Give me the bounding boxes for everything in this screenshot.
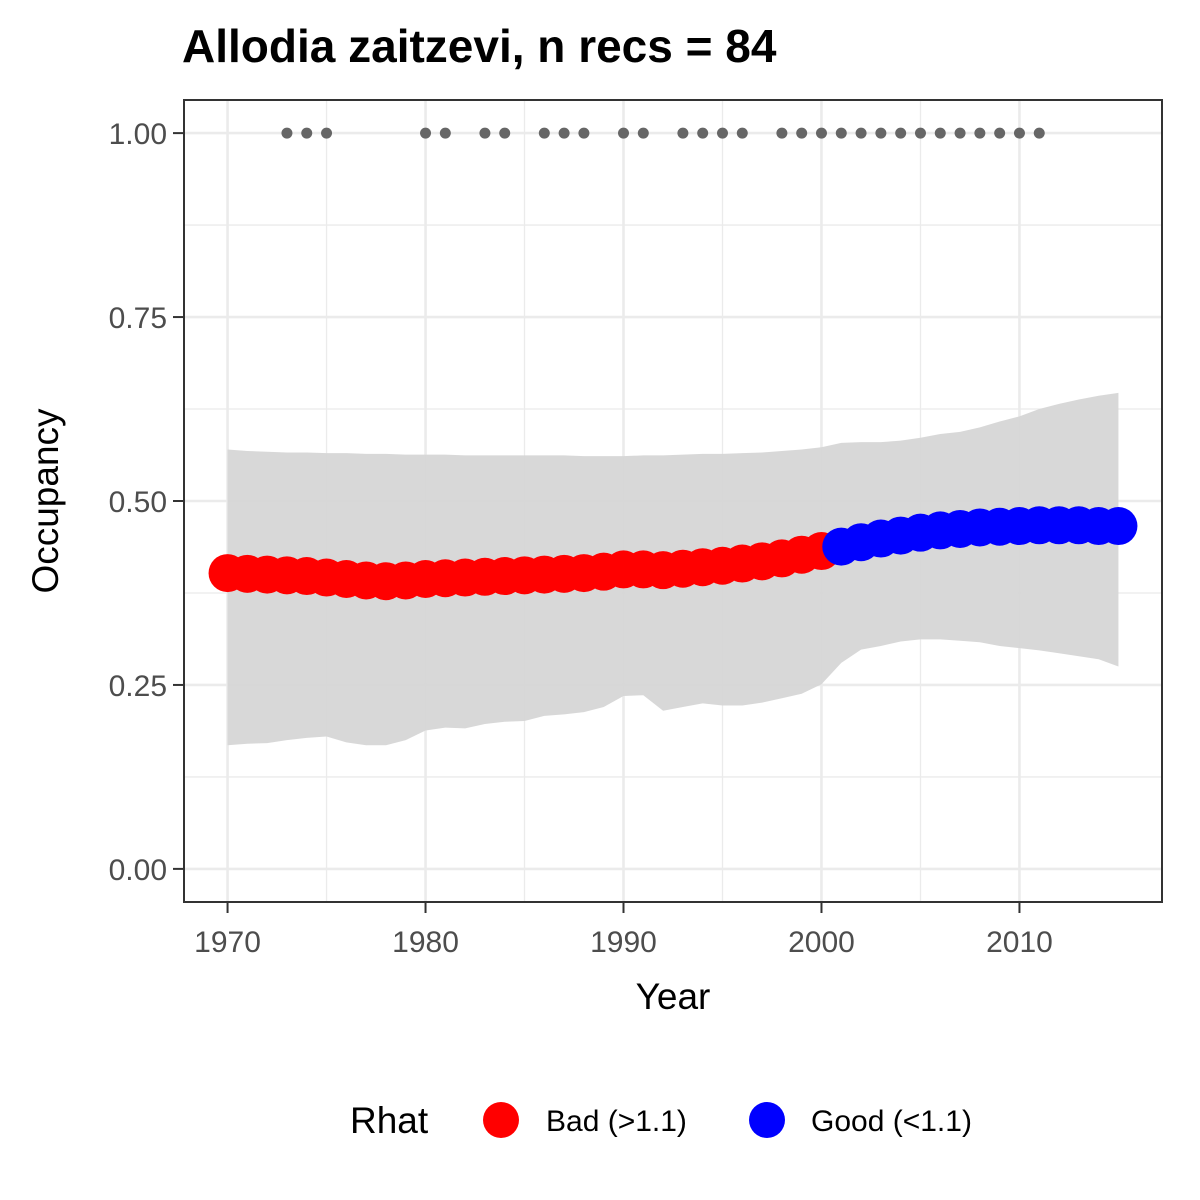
legend-label-bad: Bad (>1.1)	[546, 1105, 687, 1138]
record-point	[578, 127, 590, 139]
occupancy-point	[1099, 507, 1138, 546]
x-tick-label: 2000	[788, 926, 855, 959]
record-point	[499, 127, 511, 139]
record-point	[677, 127, 689, 139]
record-point	[895, 127, 907, 139]
record-point	[439, 127, 451, 139]
record-point	[538, 127, 550, 139]
record-point	[994, 127, 1006, 139]
record-point	[637, 127, 649, 139]
x-axis-title: Year	[636, 976, 711, 1017]
record-point	[835, 127, 847, 139]
record-point	[697, 127, 709, 139]
record-point	[855, 127, 867, 139]
record-point	[716, 127, 728, 139]
x-tick-label: 2010	[986, 926, 1053, 959]
record-point	[914, 127, 926, 139]
y-axis-title: Occupancy	[25, 408, 66, 594]
x-axis: 1970 1980 1990 2000 2010	[194, 902, 1053, 959]
record-point	[736, 127, 748, 139]
record-point	[954, 127, 966, 139]
plot-panel	[183, 99, 1163, 903]
record-point	[796, 127, 808, 139]
y-tick-label: 0.25	[109, 670, 167, 703]
y-axis: 0.00 0.25 0.50 0.75 1.00	[109, 118, 184, 887]
record-point	[420, 127, 432, 139]
x-tick-label: 1970	[194, 926, 261, 959]
record-point	[974, 127, 986, 139]
record-point	[321, 127, 333, 139]
record-point	[776, 127, 788, 139]
occupancy-points	[208, 506, 1138, 601]
y-tick-label: 0.50	[109, 486, 167, 519]
legend-key-good	[749, 1102, 785, 1138]
record-point	[1033, 127, 1045, 139]
record-point	[479, 127, 491, 139]
record-point	[618, 127, 630, 139]
record-point	[815, 127, 827, 139]
y-tick-label: 0.75	[109, 302, 167, 335]
record-points	[281, 127, 1045, 139]
x-tick-label: 1990	[590, 926, 657, 959]
record-point	[301, 127, 313, 139]
legend-title: Rhat	[350, 1100, 429, 1141]
legend-key-bad	[483, 1102, 519, 1138]
record-point	[875, 127, 887, 139]
chart-title: Allodia zaitzevi, n recs = 84	[182, 20, 777, 72]
y-tick-label: 1.00	[109, 118, 167, 151]
x-tick-label: 1980	[392, 926, 459, 959]
record-point	[934, 127, 946, 139]
y-tick-label: 0.00	[109, 854, 167, 887]
legend-label-good: Good (<1.1)	[811, 1105, 972, 1138]
legend: Rhat Bad (>1.1) Good (<1.1)	[350, 1100, 972, 1141]
record-point	[558, 127, 570, 139]
record-point	[1013, 127, 1025, 139]
record-point	[281, 127, 293, 139]
